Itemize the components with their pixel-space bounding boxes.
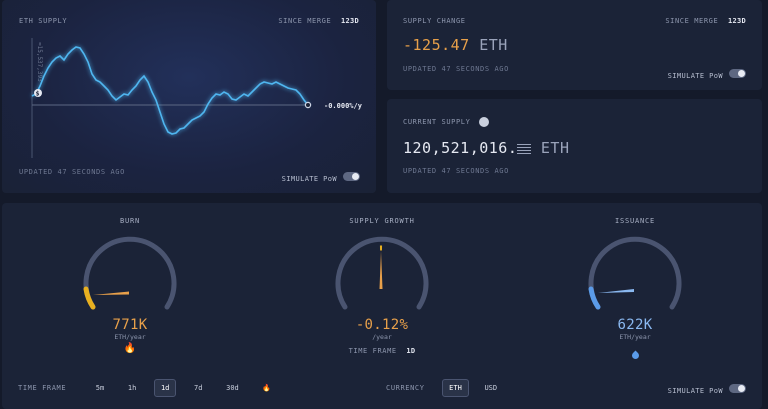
since-burn-fire-icon[interactable]: 🔥 <box>262 384 272 392</box>
supply-change-since: SINCE MERGE 123d <box>665 17 746 25</box>
gauges-simulate[interactable]: SIMULATE PoW <box>668 378 746 397</box>
eth-marker-icon: $ <box>36 90 40 98</box>
eth-logo-icon <box>479 117 490 127</box>
droplet-icon <box>584 344 686 363</box>
issuance-title: ISSUANCE <box>614 217 656 225</box>
chart-rate: -0.000%/y <box>324 102 363 110</box>
current-supply-value: 120,521,016. <box>403 139 518 157</box>
supply-change-panel: SUPPLY CHANGE SINCE MERGE 123d -125.47 E… <box>387 0 762 90</box>
simulate-label: SIMULATE PoW <box>667 72 723 80</box>
currency-usd[interactable]: USD <box>484 384 498 392</box>
eth-supply-panel: ETH SUPPLY SINCE MERGE 123d ≈15,537,393 … <box>2 0 376 193</box>
supply-growth-gauge: SUPPLY GROWTH -0.12% /year TIME FRAME 1d <box>331 217 433 355</box>
eth-supply-updated: UPDATED 47 SECONDS AGO <box>19 168 125 176</box>
burn-gauge: BURN 771K ETH/year 🔥 <box>79 217 181 354</box>
supply-change-simulate[interactable]: SIMULATE PoW <box>668 63 746 82</box>
time-frame-controls: TIME FRAME 5m 1h 1d 7d 30d 🔥 <box>18 375 279 397</box>
burn-unit: ETH/year <box>114 333 146 341</box>
simulate-pow-toggle[interactable] <box>729 69 746 78</box>
time-frame-30d[interactable]: 30d <box>226 384 239 392</box>
currency-label: CURRENCY <box>386 384 425 392</box>
current-supply-panel: CURRENT SUPPLY 120,521,016. ETH UPDATED … <box>387 99 762 193</box>
time-frame-5m[interactable]: 5m <box>95 384 105 392</box>
issuance-unit: ETH/year <box>619 333 651 341</box>
burn-title: BURN <box>119 217 141 225</box>
current-supply-updated: UPDATED 47 SECONDS AGO <box>403 167 509 175</box>
time-frame-label: TIME FRAME <box>18 384 67 392</box>
currency-controls: CURRENCY ETH USD <box>386 375 503 397</box>
supply-change-title: SUPPLY CHANGE <box>403 17 466 25</box>
eth-supply-title: ETH SUPPLY <box>19 17 68 25</box>
supply-growth-unit: /year <box>372 333 392 341</box>
time-frame-1h[interactable]: 1h <box>127 384 137 392</box>
chart-endpoint <box>304 101 312 109</box>
supply-change-amount: -125.47 ETH <box>403 36 508 54</box>
supply-change-value: -125.47 <box>403 36 470 54</box>
issuance-dial <box>588 236 682 310</box>
current-supply-amount: 120,521,016. ETH <box>403 139 570 157</box>
simulate-pow-toggle[interactable] <box>729 384 746 393</box>
simulate-pow-toggle[interactable] <box>343 172 360 181</box>
simulate-label: SIMULATE PoW <box>281 175 337 183</box>
supply-chart: ≈15,537,393 $ -0.000%/y <box>31 38 363 158</box>
since-merge-label: SINCE MERGE 123d <box>278 17 359 25</box>
time-frame-1d[interactable]: 1d <box>153 379 177 397</box>
current-supply-unit: ETH <box>540 139 570 157</box>
currency-eth[interactable]: ETH <box>442 379 469 397</box>
eth-supply-simulate[interactable]: SIMULATE PoW <box>282 166 360 185</box>
current-supply-title: CURRENT SUPPLY <box>403 117 490 127</box>
chart-y-label: ≈15,537,393 <box>36 42 43 82</box>
fire-icon: 🔥 <box>123 343 137 354</box>
supply-decimals-icon <box>517 142 532 154</box>
burn-gauge-dial <box>83 236 177 310</box>
supply-change-updated: UPDATED 47 SECONDS AGO <box>403 65 509 73</box>
supply-line <box>31 46 309 135</box>
gauges-panel: BURN 771K ETH/year 🔥 SUPPLY GROWTH -0.12… <box>2 203 762 409</box>
supply-growth-value: -0.12% <box>355 317 409 333</box>
supply-change-unit: ETH <box>479 36 508 54</box>
supply-growth-timeframe: TIME FRAME 1d <box>348 347 416 355</box>
issuance-value: 622K <box>617 317 653 333</box>
simulate-label: SIMULATE PoW <box>667 387 723 395</box>
burn-value: 771K <box>112 317 148 333</box>
issuance-gauge: ISSUANCE 622K ETH/year <box>584 217 686 363</box>
supply-growth-title: SUPPLY GROWTH <box>349 217 415 225</box>
supply-growth-dial <box>335 236 429 310</box>
time-frame-7d[interactable]: 7d <box>194 384 203 392</box>
chart-start-marker <box>34 89 42 97</box>
